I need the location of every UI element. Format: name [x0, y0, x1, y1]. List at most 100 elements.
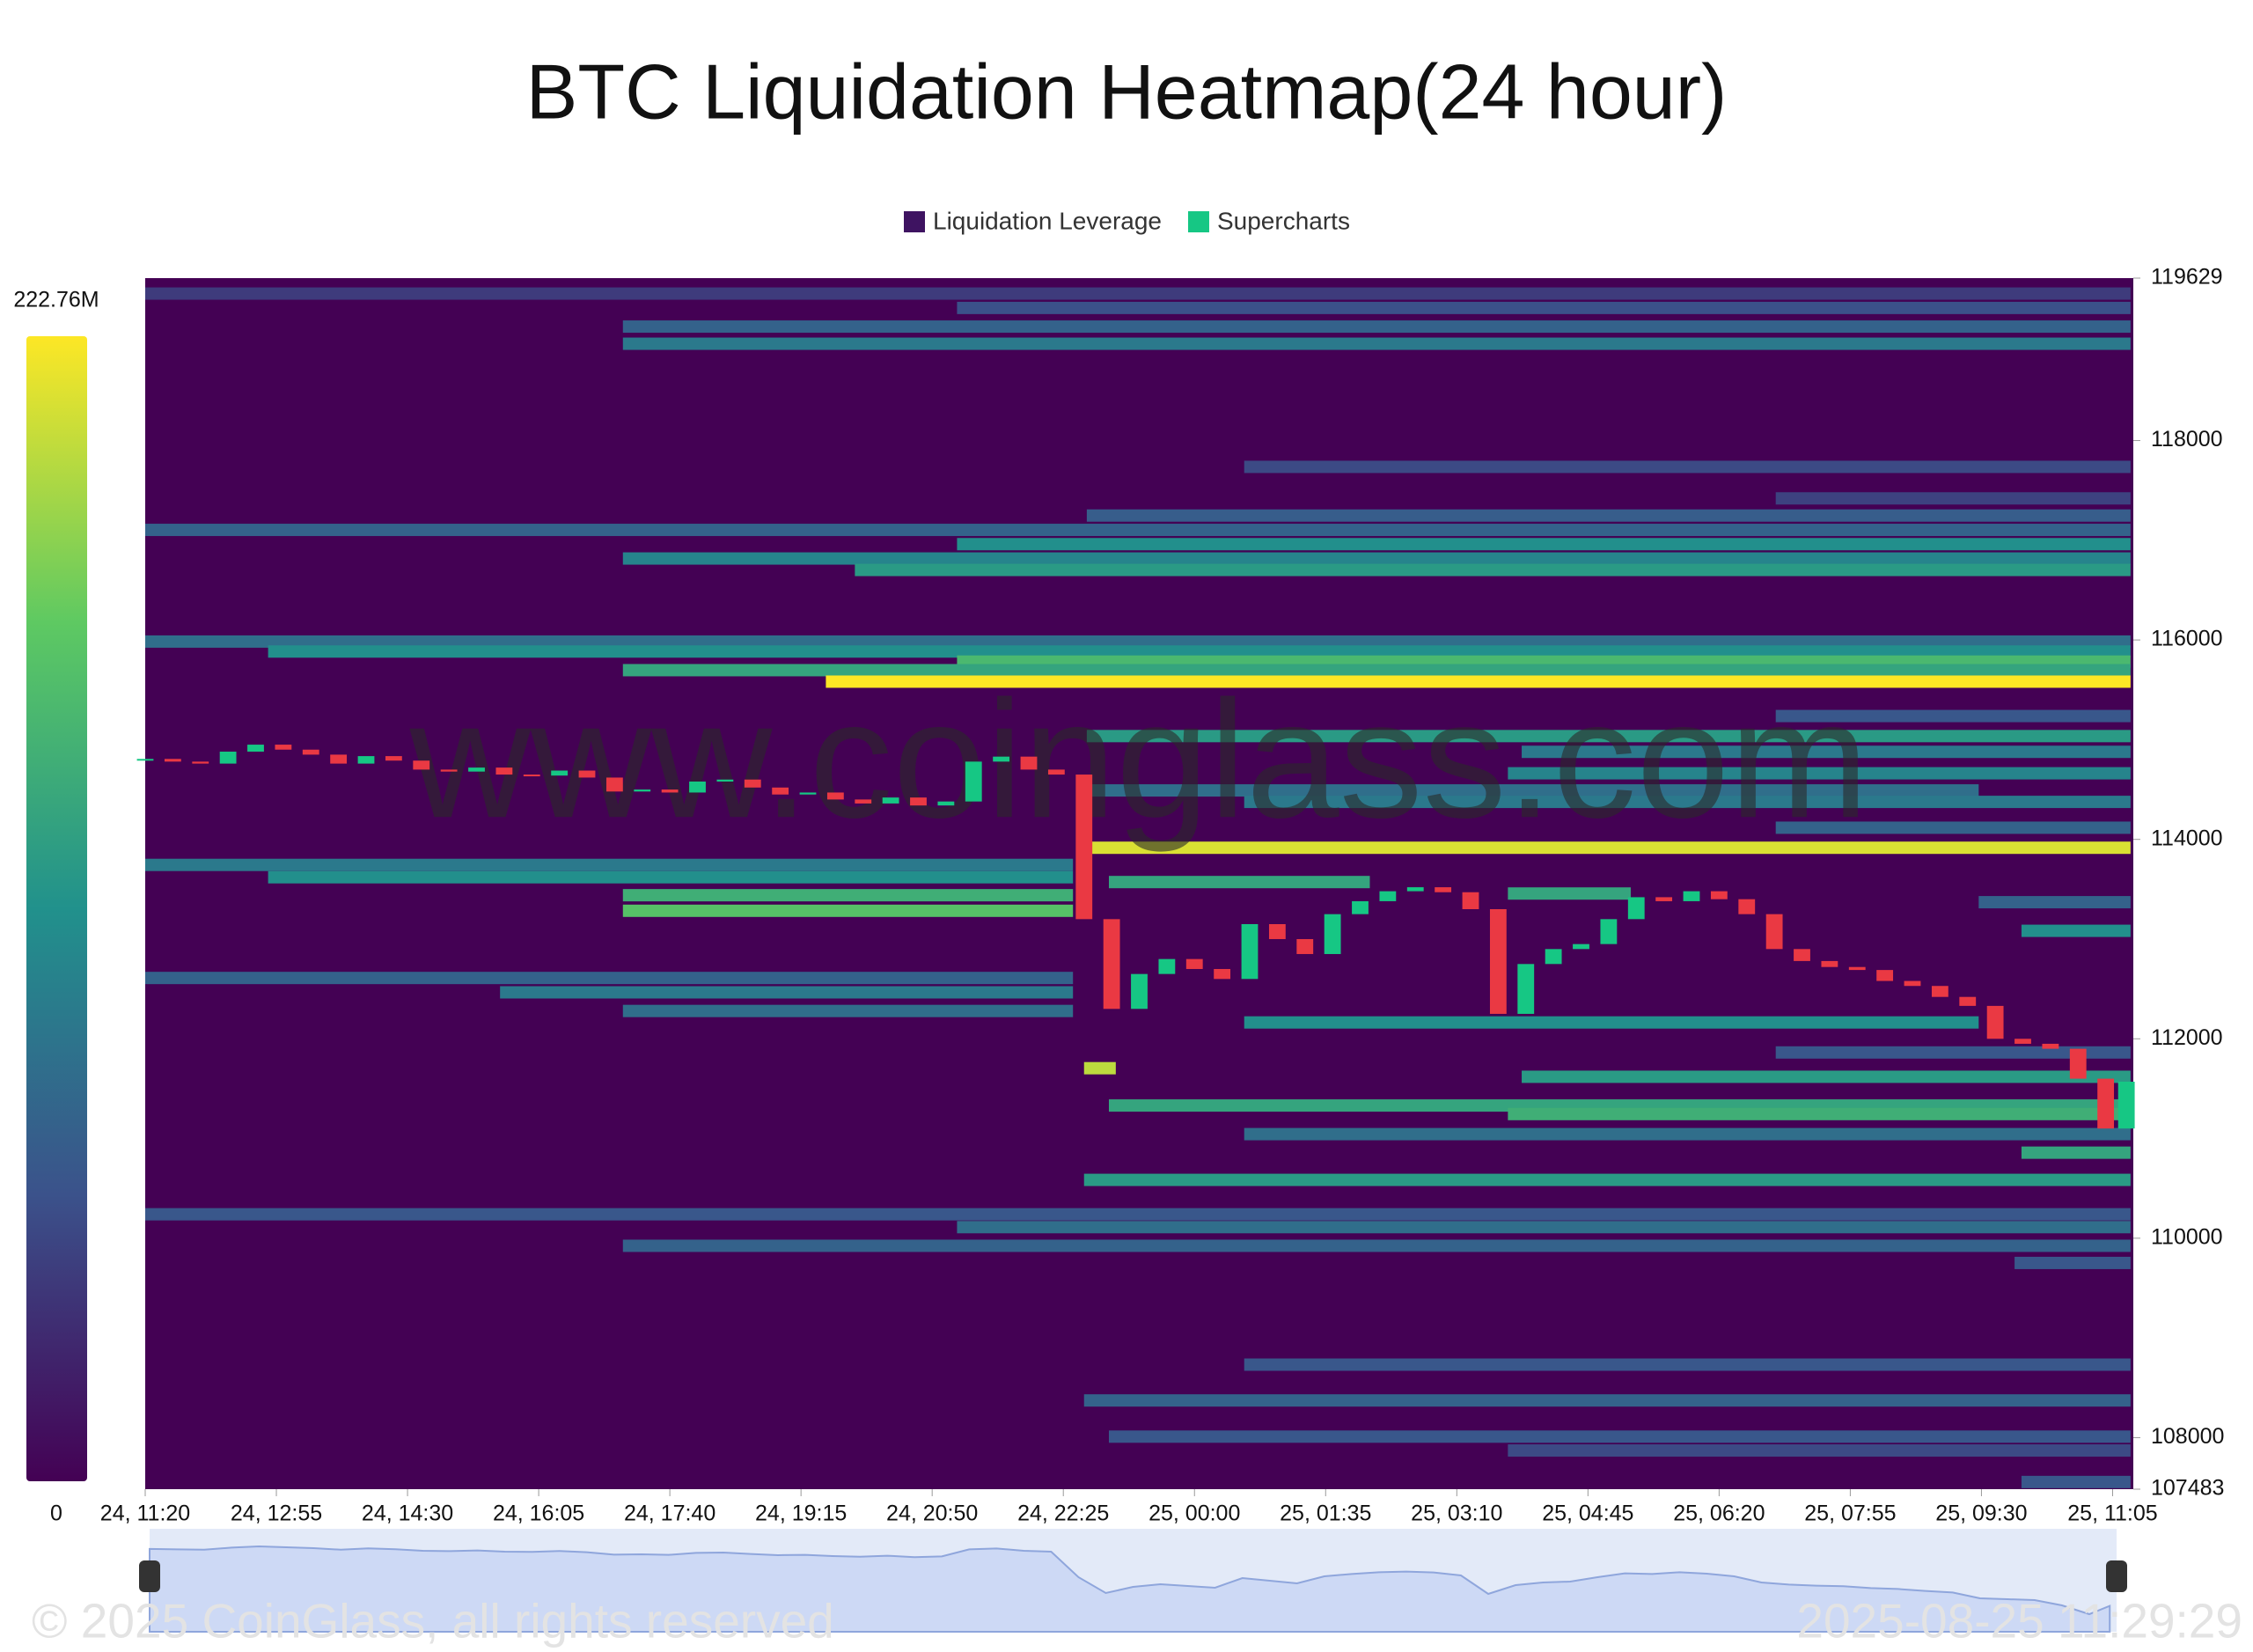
heat-band	[1244, 1358, 2131, 1371]
heat-band	[622, 320, 2131, 334]
x-tick-label: 25, 06:20	[1673, 1501, 1765, 1526]
x-tick-label: 24, 20:50	[886, 1501, 978, 1526]
heat-band	[1508, 887, 1631, 900]
candle	[1627, 897, 1645, 920]
heat-band	[622, 552, 2131, 565]
candle	[219, 752, 237, 764]
candle	[1600, 919, 1618, 944]
heat-band	[2021, 1146, 2131, 1159]
candle	[1794, 949, 1810, 961]
navigator-handle[interactable]	[2106, 1560, 2127, 1592]
heat-band	[826, 675, 2131, 688]
heat-band	[1108, 1430, 2131, 1443]
heat-band	[145, 635, 2131, 648]
candle	[136, 759, 154, 761]
candle	[1876, 970, 1894, 981]
candle	[1710, 891, 1728, 899]
candle	[2042, 1043, 2059, 1049]
heat-band	[500, 986, 1074, 999]
heat-band	[1775, 821, 2131, 834]
candle	[275, 745, 292, 750]
heat-band	[1522, 745, 2131, 759]
candle	[357, 756, 375, 764]
candle	[826, 792, 844, 800]
heat-band	[1086, 784, 1979, 797]
heat-band	[622, 664, 2131, 677]
candle	[882, 797, 899, 804]
heat-band	[1083, 1394, 2131, 1407]
heat-band	[622, 1004, 1074, 1017]
x-tick-label: 25, 01:35	[1280, 1501, 1371, 1526]
heat-band	[1244, 1127, 2131, 1141]
candle	[2069, 1048, 2087, 1079]
candle	[993, 756, 1010, 762]
candle	[634, 789, 651, 792]
candle	[1131, 973, 1148, 1010]
legend-swatch	[1187, 211, 1209, 232]
candle	[385, 756, 402, 761]
candle	[2097, 1078, 2115, 1129]
heat-band	[1978, 896, 2131, 909]
heat-band	[957, 538, 2131, 551]
x-tick-label: 25, 07:55	[1804, 1501, 1896, 1526]
footer-timestamp: 2025-08-25 11:29:29	[1796, 1594, 2242, 1648]
candle	[247, 745, 264, 753]
chart-title: BTC Liquidation Heatmap(24 hour)	[526, 48, 1728, 135]
candle	[937, 801, 955, 806]
x-tick-label: 24, 12:55	[231, 1501, 322, 1526]
heat-band	[268, 645, 2131, 658]
y-tick-label: 107483	[2151, 1476, 2224, 1501]
legend-label: Liquidation Leverage	[933, 207, 1162, 234]
candle	[1406, 887, 1424, 892]
heat-band	[2021, 924, 2131, 937]
candle	[1158, 958, 1176, 974]
x-tick-label: 24, 19:15	[755, 1501, 847, 1526]
candle	[605, 777, 623, 792]
colorbar-label: 0	[50, 1501, 62, 1526]
candle	[1185, 958, 1203, 969]
candle	[1904, 980, 1921, 987]
candle	[1462, 892, 1479, 910]
legend-label: Supercharts	[1217, 207, 1350, 234]
candle	[1489, 909, 1507, 1014]
heat-band	[145, 972, 1074, 985]
legend: Liquidation Leverage Supercharts	[904, 207, 1350, 234]
navigator-handle[interactable]	[139, 1560, 160, 1592]
candle	[965, 761, 982, 802]
heat-band	[1775, 1046, 2131, 1059]
candle	[578, 770, 596, 778]
navigator-area	[149, 1545, 2111, 1633]
colorbar-label: 222.76M	[13, 288, 99, 312]
candle	[689, 781, 706, 793]
candle	[2014, 1039, 2031, 1044]
candle	[1103, 919, 1120, 1010]
candle	[1959, 996, 1977, 1006]
heat-band	[1508, 1444, 2131, 1457]
candle	[1517, 964, 1535, 1014]
candle	[1765, 914, 1783, 950]
candle	[1655, 897, 1673, 901]
x-tick-label: 25, 09:30	[1935, 1501, 2027, 1526]
heat-band	[268, 870, 1074, 884]
x-tick-label: 25, 04:45	[1542, 1501, 1633, 1526]
candle	[1352, 900, 1369, 914]
candle	[772, 787, 789, 795]
candle	[1986, 1005, 2004, 1039]
heat-band	[1083, 1173, 2131, 1186]
candle	[1848, 966, 1866, 971]
candle	[1268, 923, 1286, 939]
y-tick-label: 119629	[2151, 265, 2223, 290]
candle	[1214, 968, 1231, 980]
heat-band	[622, 904, 1074, 917]
candle	[468, 767, 485, 772]
heat-band	[1508, 767, 2131, 780]
heat-band	[145, 524, 2131, 537]
candle	[661, 789, 679, 793]
y-tick-label: 116000	[2151, 627, 2223, 651]
candle	[1435, 887, 1452, 892]
heat-band	[145, 287, 2131, 300]
y-tick-label: 118000	[2151, 427, 2223, 452]
heat-band	[1086, 509, 2131, 522]
navigator	[139, 1529, 2127, 1633]
